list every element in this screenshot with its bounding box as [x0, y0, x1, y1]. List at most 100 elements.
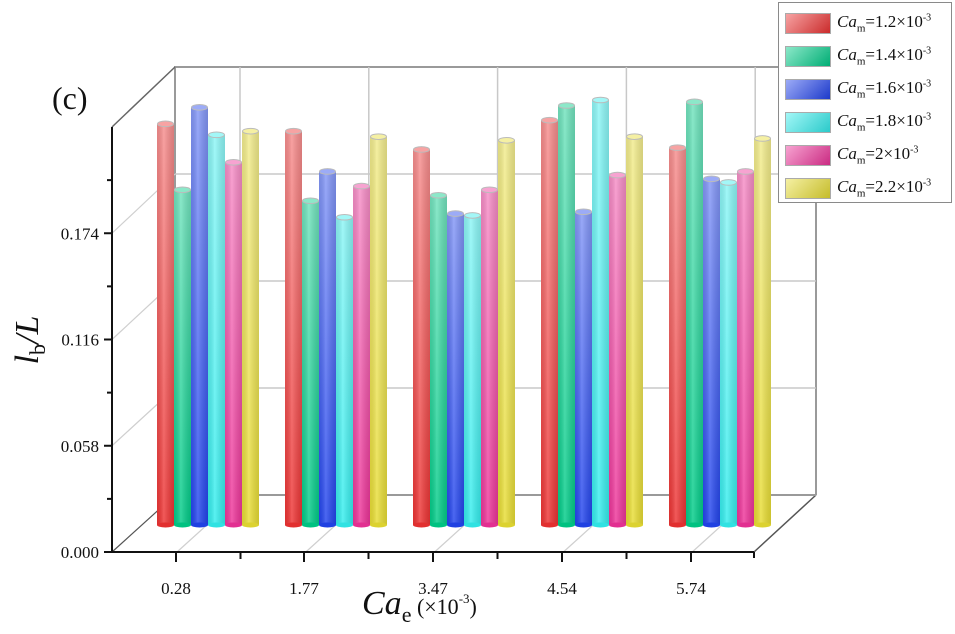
bar: [336, 213, 353, 528]
x-tick-label: 5.74: [676, 579, 706, 598]
bar-shading: [669, 147, 686, 525]
bar-base: [242, 522, 259, 528]
panel-label: (c): [52, 80, 88, 116]
bar-shading: [157, 123, 174, 526]
bar-shading: [302, 200, 319, 525]
bar: [208, 131, 225, 528]
bar-top-cap: [754, 135, 771, 142]
bar-base: [720, 522, 737, 528]
bar-top-cap: [686, 98, 703, 106]
bar-shading: [208, 134, 225, 525]
bar-shading: [592, 100, 609, 525]
bars: [157, 96, 771, 528]
x-axis-title-suffix: (×10: [411, 594, 458, 619]
bar-base: [609, 522, 626, 528]
bar: [413, 146, 430, 528]
bar-top-cap: [541, 116, 558, 124]
bar: [319, 168, 336, 528]
bar-base: [447, 522, 464, 528]
bar: [592, 96, 609, 528]
bar-shading: [336, 217, 353, 525]
bar-top-cap: [464, 212, 481, 219]
bar-base: [575, 522, 592, 528]
bar-base: [464, 522, 481, 528]
bar-base: [191, 522, 208, 528]
bar: [481, 186, 498, 528]
bar-base: [703, 522, 720, 528]
x-tick-label: 0.28: [161, 579, 191, 598]
bar-base: [413, 522, 430, 528]
bar: [430, 191, 447, 528]
bar-shading: [242, 131, 259, 525]
bar-top-cap: [336, 213, 353, 221]
bar: [575, 208, 592, 528]
bar: [558, 102, 575, 528]
bar-top-cap: [626, 133, 643, 140]
x-axis-title-main: Ca: [362, 585, 402, 622]
bar: [626, 133, 643, 528]
bar-shading: [370, 136, 387, 525]
legend-label: Cam=1.4×10-3: [837, 44, 932, 68]
bar: [686, 98, 703, 528]
legend-item: Cam=1.2×10-3: [785, 11, 931, 35]
floor-right-edge: [753, 494, 817, 553]
bar-base: [754, 522, 771, 528]
bar-base: [481, 522, 498, 528]
bar-top-cap: [370, 133, 387, 140]
bar: [609, 171, 626, 528]
axes: [104, 127, 755, 562]
bar-shading: [174, 189, 191, 525]
bar: [302, 197, 319, 528]
bar: [353, 182, 370, 528]
bar-shading: [754, 138, 771, 525]
bar-top-cap: [720, 179, 737, 186]
bar-base: [353, 522, 370, 528]
bar: [191, 104, 208, 528]
x-tick-label: 3.47: [418, 579, 448, 598]
legend: Cam=1.2×10-3 Cam=1.4×10-3 Cam=1.6×10-3 Cam=…: [778, 2, 952, 203]
bar: [225, 158, 242, 528]
bar-shading: [720, 182, 737, 525]
bar-shading: [191, 107, 208, 526]
bar: [737, 168, 754, 528]
bar-top-cap: [430, 191, 447, 199]
legend-label: Cam=1.8×10-3: [837, 110, 932, 134]
bar-base: [157, 522, 174, 528]
bar-top-cap: [413, 146, 430, 153]
bar-top-cap: [575, 208, 592, 216]
bar-shading: [626, 136, 643, 525]
x-axis-title-sub: e: [402, 602, 412, 627]
bar-top-cap: [558, 102, 575, 109]
y-axis-title-suffix: /L: [9, 316, 46, 346]
bar-base: [669, 522, 686, 528]
bar-shading: [464, 215, 481, 525]
bar: [720, 179, 737, 528]
bar-shading: [737, 171, 754, 525]
bar-shading: [703, 178, 720, 525]
bar-base: [174, 522, 191, 528]
legend-swatch: [785, 111, 831, 133]
bar: [754, 135, 771, 528]
legend-item: Cam=1.4×10-3: [785, 44, 931, 68]
bar-top-cap: [191, 104, 208, 111]
bar-top-cap: [447, 210, 464, 217]
bar-shading: [498, 140, 515, 525]
bar-top-cap: [174, 186, 191, 194]
bar-shading: [225, 162, 242, 525]
bar: [498, 137, 515, 528]
legend-swatch: [785, 177, 831, 199]
bar: [447, 210, 464, 528]
bar-shading: [609, 175, 626, 525]
bar-base: [558, 522, 575, 528]
y-tick-label: 0.000: [61, 543, 99, 562]
bar-shading: [447, 213, 464, 526]
legend-label: Cam=1.2×10-3: [837, 11, 932, 35]
bar-base: [285, 522, 302, 528]
x-tick-label: 1.77: [289, 579, 319, 598]
bar-top-cap: [225, 158, 242, 166]
bar-shading: [319, 171, 336, 525]
x-tick-label: 4.54: [547, 579, 577, 598]
x-axis-title-sup: -3: [459, 591, 470, 606]
legend-swatch: [785, 78, 831, 100]
